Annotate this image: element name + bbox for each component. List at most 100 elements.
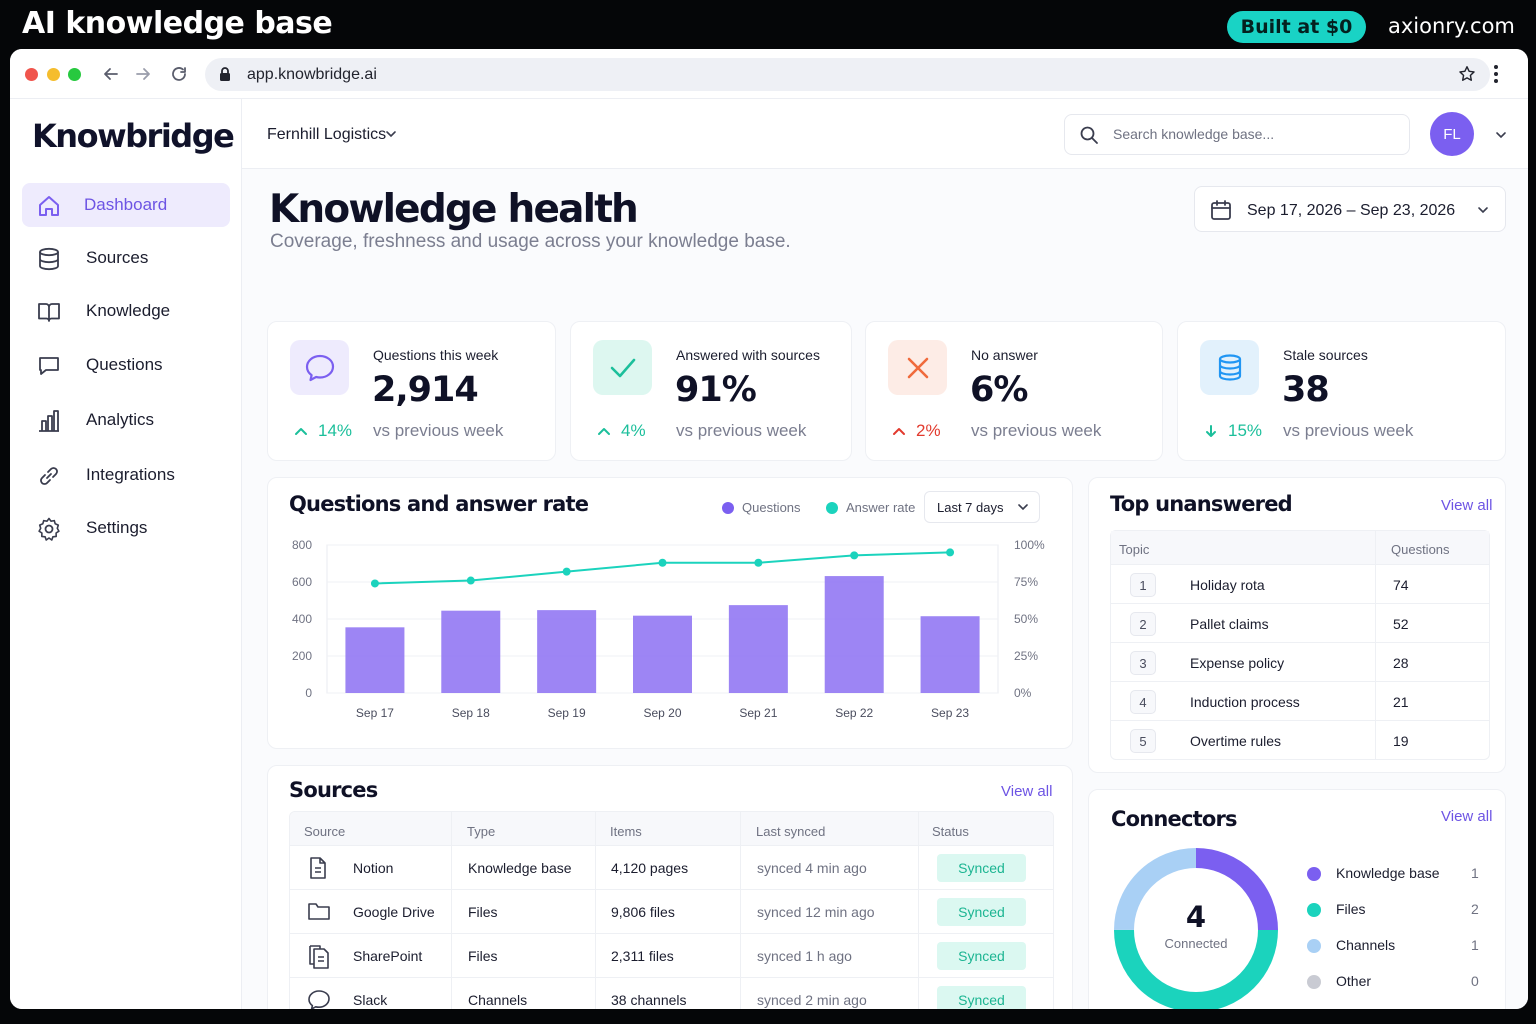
chevron-down-icon[interactable] — [1495, 128, 1507, 146]
window-zoom-button[interactable] — [68, 68, 81, 81]
built-badge: Built at $0 — [1227, 11, 1366, 43]
column-divider — [451, 812, 452, 1009]
legend-dot — [1307, 903, 1321, 917]
last-synced: synced 12 min ago — [757, 904, 875, 920]
sidebar-item-questions[interactable]: Questions — [22, 343, 230, 387]
legend-label: Files — [1336, 901, 1366, 917]
table-row[interactable]: 4 Induction process 21 — [1111, 682, 1489, 721]
bookmark-star-icon[interactable] — [1458, 65, 1476, 88]
question-count: 21 — [1393, 694, 1409, 710]
table-row[interactable]: Google Drive Files 9,806 files synced 12 mi… — [290, 890, 1053, 934]
x-tick-label: Sep 18 — [452, 706, 490, 720]
chart-bar — [728, 605, 788, 693]
date-range-picker[interactable]: Sep 17, 2026 – Sep 23, 2026 — [1194, 186, 1506, 232]
connectors-total-label: Connected — [1164, 936, 1228, 951]
y-right-tick: 50% — [1014, 612, 1038, 626]
chart-card: Questions and answer rate Questions Answ… — [267, 477, 1073, 749]
answer-rate-point — [946, 548, 955, 557]
x-tick-label: Sep 22 — [835, 706, 873, 720]
range-select[interactable]: Last 7 days — [924, 491, 1040, 523]
sidebar-item-integrations[interactable]: Integrations — [22, 453, 230, 497]
legend-label: Answer rate — [846, 500, 916, 515]
sidebar-item-analytics[interactable]: Analytics — [22, 398, 230, 442]
table-row[interactable]: 5 Overtime rules 19 — [1111, 721, 1489, 760]
kpi-delta: 4% — [597, 421, 646, 441]
topic-label: Expense policy — [1190, 655, 1285, 671]
date-range-text: Sep 17, 2026 – Sep 23, 2026 — [1247, 202, 1456, 219]
browser-menu-icon[interactable] — [1493, 64, 1499, 89]
chevron-down-icon[interactable] — [385, 127, 397, 145]
view-all-link[interactable]: View all — [1441, 808, 1493, 825]
legend-dot — [722, 501, 734, 514]
source-items: 2,311 files — [611, 948, 674, 964]
org-switcher[interactable]: Fernhill Logistics — [267, 126, 387, 143]
y-right-tick: 0% — [1014, 686, 1032, 700]
kpi-comparison: vs previous week — [373, 421, 504, 440]
table-row[interactable]: Slack Channels 38 channels synced 2 min ago… — [290, 978, 1053, 1009]
sidebar-item-sources[interactable]: Sources — [22, 236, 230, 280]
kpi-comparison: vs previous week — [1283, 421, 1414, 440]
table-header: Topic Questions — [1111, 531, 1489, 565]
rank-badge: 4 — [1130, 690, 1156, 714]
source-name: SharePoint — [353, 948, 423, 964]
kpi-card-no-answer[interactable]: No answer 6% 2% vs previous week — [865, 321, 1163, 461]
reload-icon[interactable] — [168, 63, 190, 85]
page-subtitle: Coverage, freshness and usage across you… — [270, 231, 791, 252]
topic-label: Holiday rota — [1190, 577, 1265, 593]
search-input[interactable] — [1113, 126, 1393, 142]
kpi-card-answered[interactable]: Answered with sources 91% 4% vs previous… — [570, 321, 852, 461]
legend-dot — [1307, 939, 1321, 953]
table-row[interactable]: SharePoint Files 2,311 files synced 1 h ago… — [290, 934, 1053, 978]
kpi-label: Questions this week — [373, 347, 499, 363]
database-icon — [36, 246, 62, 272]
y-left-tick: 0 — [305, 686, 312, 700]
legend-count: 2 — [1471, 901, 1479, 917]
address-bar[interactable]: app.knowbridge.ai — [205, 58, 1490, 91]
answer-rate-point — [370, 579, 379, 588]
avatar[interactable]: FL — [1430, 112, 1474, 156]
x-tick-label: Sep 20 — [643, 706, 681, 720]
x-tick-label: Sep 23 — [931, 706, 969, 720]
top-unanswered-card: Top unanswered View all Topic Questions … — [1088, 477, 1506, 773]
browser-window: app.knowbridge.ai Knowbridge Dashboard S… — [10, 49, 1528, 1009]
legend-count: 1 — [1471, 937, 1479, 953]
banner-domain: axionry.com — [1388, 14, 1515, 38]
table-header: Source Type Items Last synced Status — [290, 812, 1053, 846]
legend-dot — [1307, 867, 1321, 881]
legend-label: Questions — [742, 500, 801, 515]
view-all-link[interactable]: View all — [1441, 497, 1493, 514]
kpi-card-questions[interactable]: Questions this week 2,914 14% vs previou… — [267, 321, 556, 461]
sidebar-item-label: Integrations — [86, 465, 175, 484]
back-arrow-icon[interactable] — [100, 63, 122, 85]
forward-arrow-icon[interactable] — [132, 63, 154, 85]
window-minimize-button[interactable] — [47, 68, 60, 81]
kpi-card-stale[interactable]: Stale sources 38 15% vs previous week — [1177, 321, 1506, 461]
y-right-tick: 75% — [1014, 575, 1038, 589]
y-right-tick: 25% — [1014, 649, 1038, 663]
sidebar-item-settings[interactable]: Settings — [22, 506, 230, 550]
legend-item: Knowledge base 1 — [1307, 864, 1487, 884]
kpi-delta: 15% — [1204, 421, 1262, 441]
view-all-link[interactable]: View all — [1001, 783, 1053, 800]
table-row[interactable]: 3 Expense policy 28 — [1111, 643, 1489, 682]
table-row[interactable]: Notion Knowledge base 4,120 pages synced 4 … — [290, 846, 1053, 890]
unanswered-table: Topic Questions 1 Holiday rota 74 2 Pallet c… — [1110, 530, 1490, 760]
kpi-label: Stale sources — [1283, 347, 1368, 363]
last-synced: synced 4 min ago — [757, 860, 867, 876]
top-banner: AI knowledge base Built at $0 axionry.co… — [0, 0, 1536, 50]
sidebar-item-knowledge[interactable]: Knowledge — [22, 289, 230, 333]
kpi-delta-value: 15% — [1228, 421, 1263, 440]
window-close-button[interactable] — [25, 68, 38, 81]
bar-chart-icon — [36, 408, 62, 434]
banner-title: AI knowledge base — [22, 6, 333, 41]
sidebar-item-dashboard[interactable]: Dashboard — [22, 183, 230, 227]
search-icon — [1079, 125, 1099, 150]
kpi-delta-value: 4% — [621, 421, 646, 440]
x-tick-label: Sep 17 — [356, 706, 394, 720]
legend-item: Other 0 — [1307, 972, 1487, 992]
kpi-value: 6% — [970, 370, 1028, 410]
table-row[interactable]: 2 Pallet claims 52 — [1111, 604, 1489, 643]
table-row[interactable]: 1 Holiday rota 74 — [1111, 565, 1489, 604]
brand-logo[interactable]: Knowbridge — [32, 117, 235, 155]
kpi-label: Answered with sources — [676, 347, 820, 363]
